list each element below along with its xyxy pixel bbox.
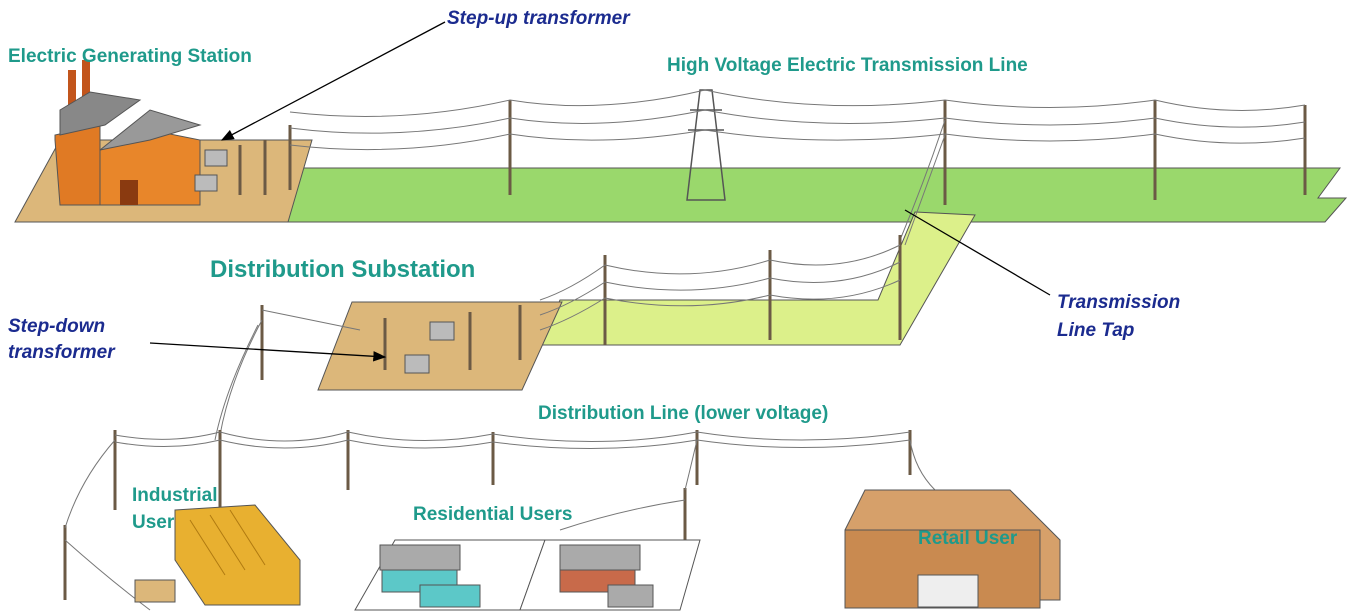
residential-lots xyxy=(355,540,700,610)
label: Step-down transformer xyxy=(8,316,116,363)
label-line: Step-up transformer xyxy=(447,8,631,29)
label-line: Distribution Substation xyxy=(210,256,475,283)
label-line: Transmission xyxy=(1057,292,1180,313)
label: Residential Users xyxy=(413,504,572,525)
label-line: Step-down xyxy=(8,316,105,337)
label-line: Distribution Line (lower voltage) xyxy=(538,403,828,424)
label: Retail User xyxy=(918,528,1018,549)
label-line: High Voltage Electric Transmission Line xyxy=(667,55,1028,76)
label: Distribution Substation xyxy=(210,256,475,283)
label-line: Industrial xyxy=(132,485,218,506)
label-line: Electric Generating Station xyxy=(8,46,252,67)
label-line: transformer xyxy=(8,342,116,363)
label: Electric Generating Station xyxy=(8,46,252,67)
label: High Voltage Electric Transmission Line xyxy=(667,55,1028,76)
label: Distribution Line (lower voltage) xyxy=(538,403,828,424)
diagram: Electric Generating Station Step-up tran… xyxy=(0,0,1356,616)
label-line: Line Tap xyxy=(1057,320,1134,341)
retail-building xyxy=(845,490,1060,608)
transmission-ground xyxy=(258,168,1346,222)
substation-ground xyxy=(318,302,562,390)
label: Transmission Line Tap xyxy=(1057,292,1180,341)
label-line: User xyxy=(132,512,175,533)
pointer xyxy=(222,22,445,140)
label-line: Residential Users xyxy=(413,504,572,525)
label-line: Retail User xyxy=(918,528,1018,549)
power-plant xyxy=(55,60,200,205)
label: Step-up transformer xyxy=(447,8,631,29)
